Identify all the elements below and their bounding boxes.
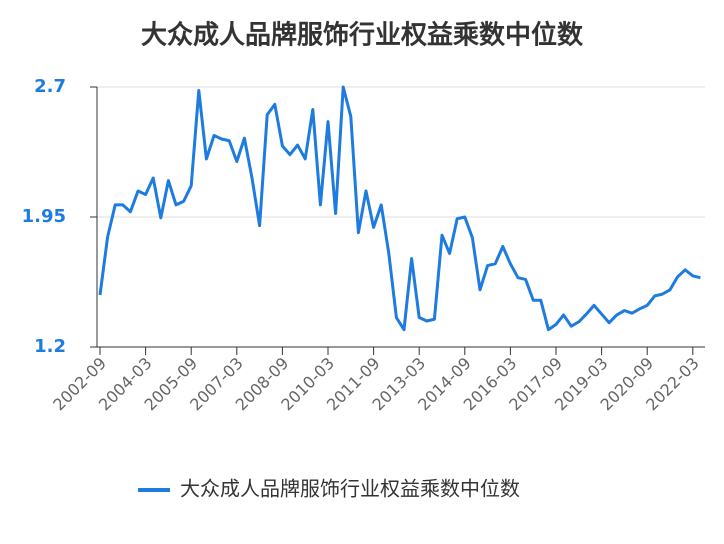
chart-title: 大众成人品牌服饰行业权益乘数中位数 [141, 20, 584, 51]
legend-label: 大众成人品牌服饰行业权益乘数中位数 [180, 477, 520, 501]
y-tick-label: 1.95 [22, 206, 66, 227]
line [98, 85, 701, 332]
y-tick-label: 2.7 [34, 76, 66, 97]
y-tick-label: 1.2 [34, 336, 66, 357]
